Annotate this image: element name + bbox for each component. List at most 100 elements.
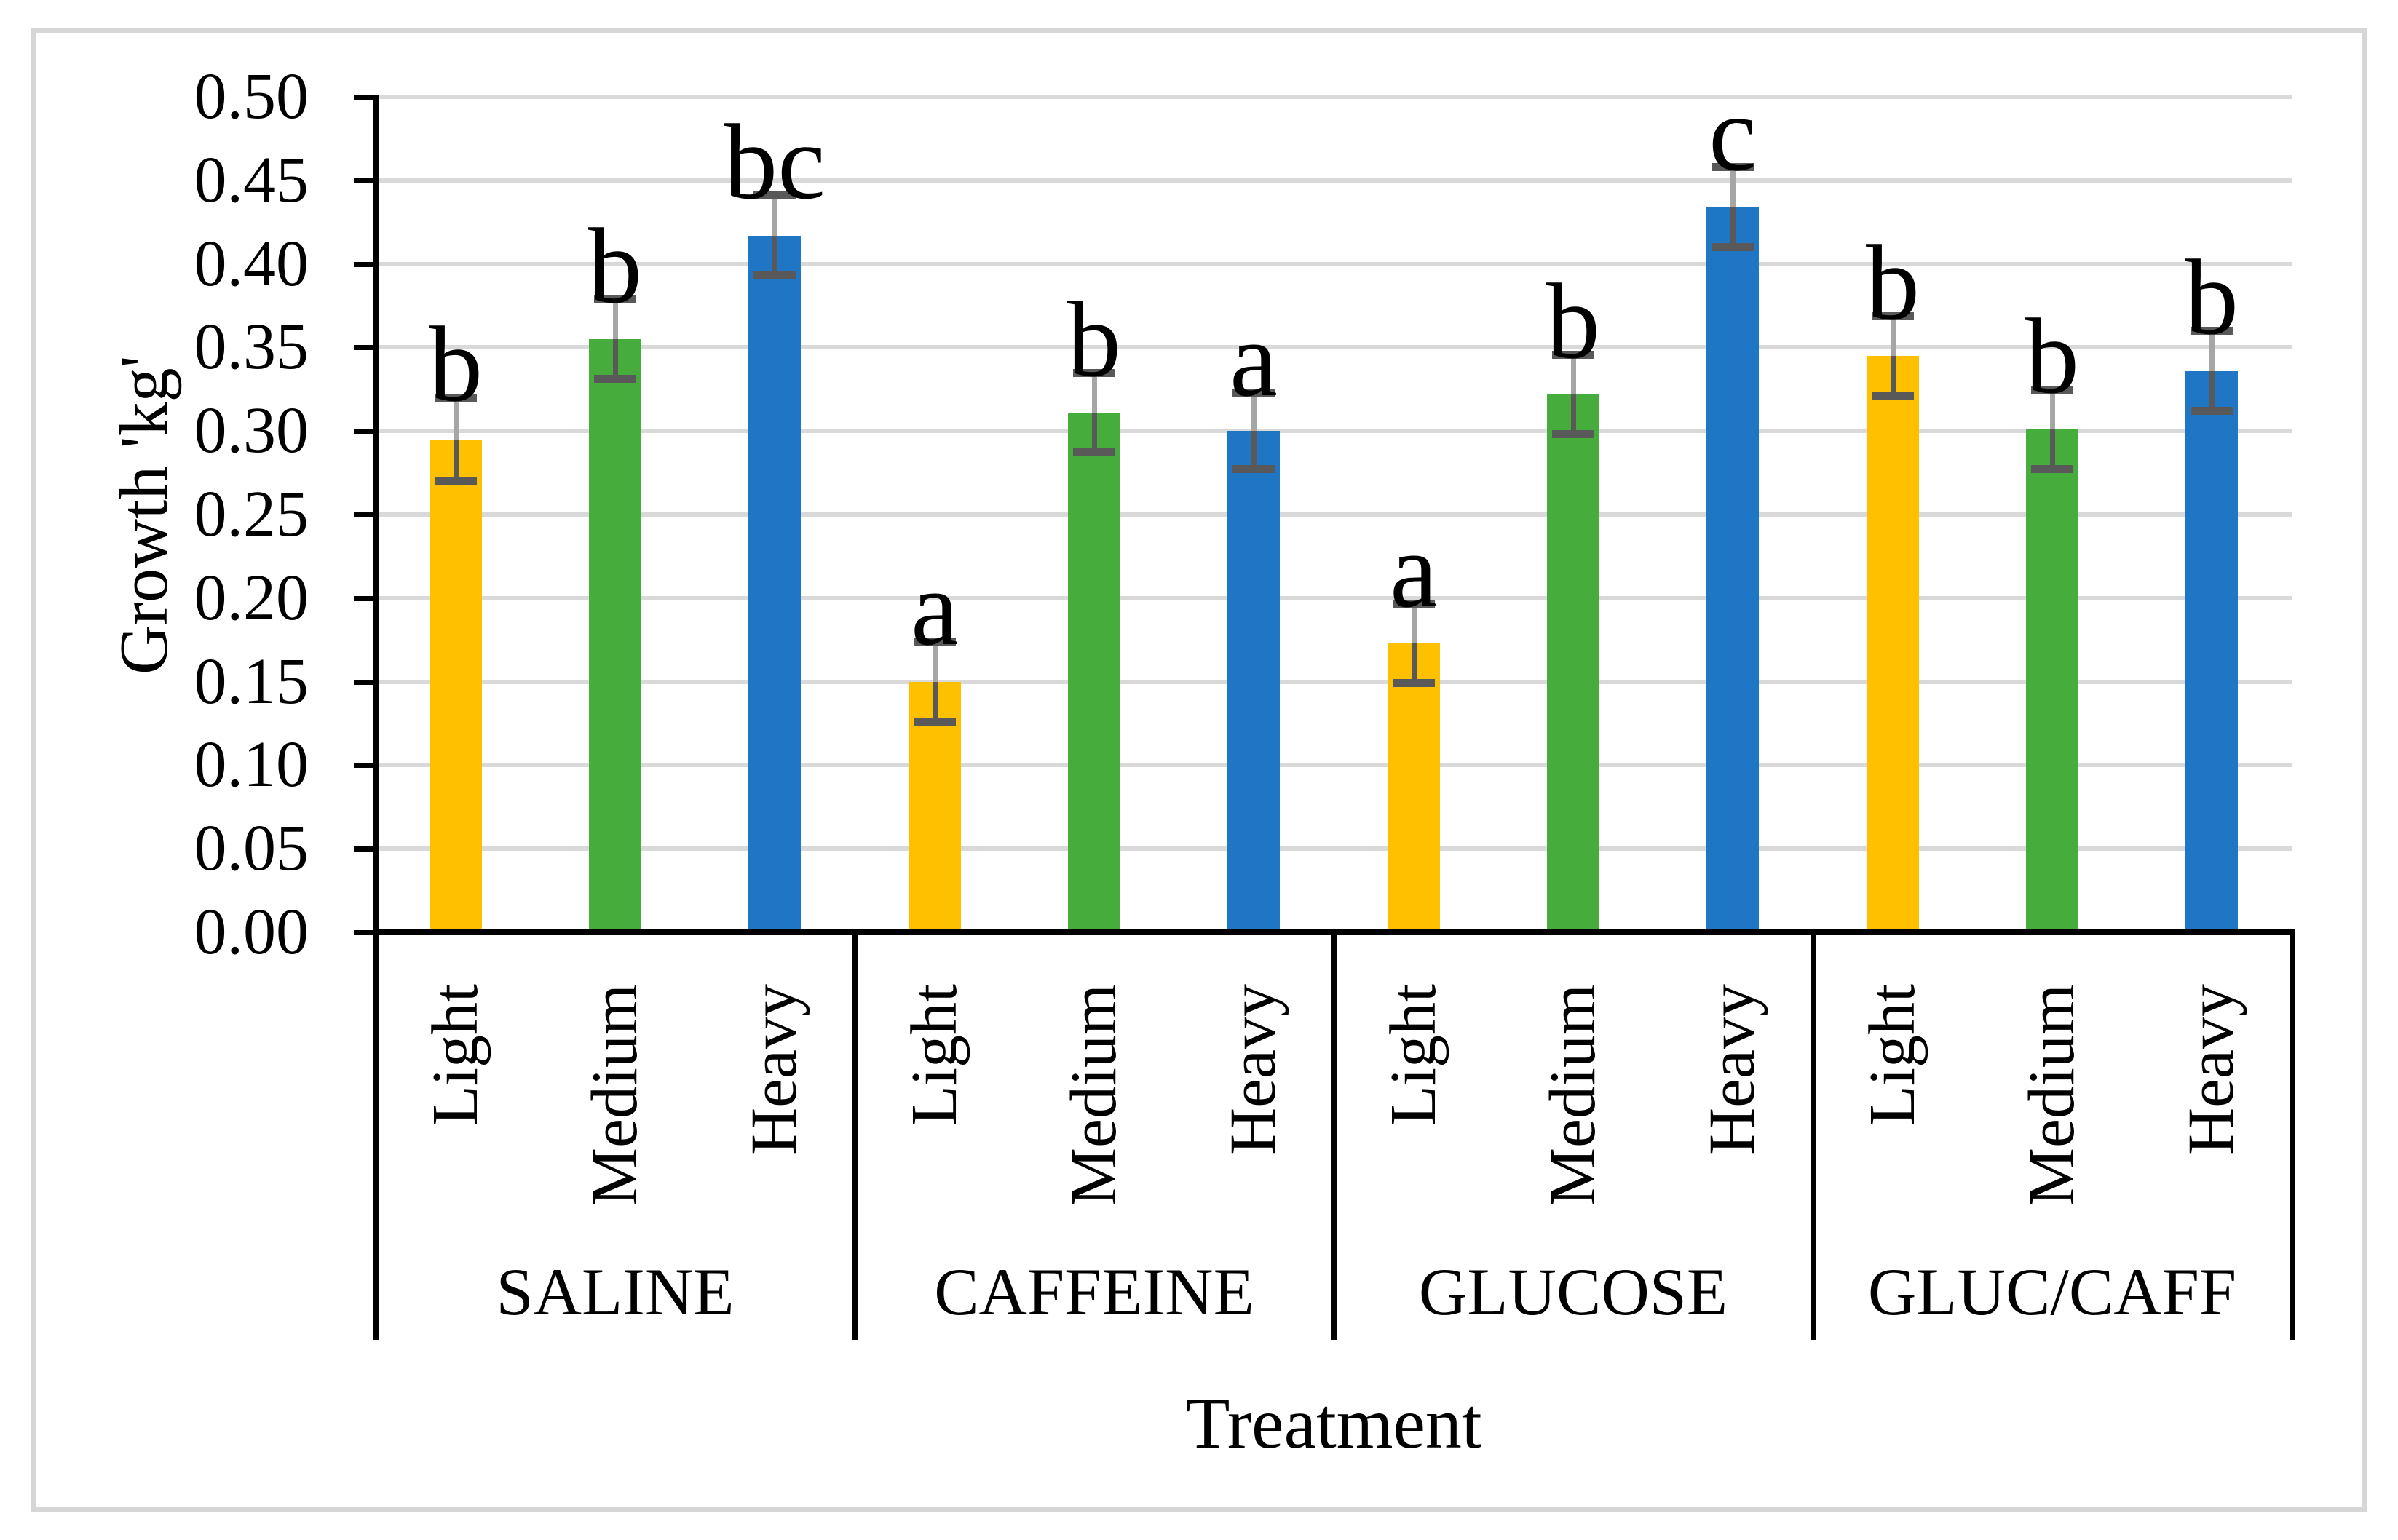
y-axis-tick (354, 512, 376, 517)
y-axis-tick (354, 262, 376, 267)
error-bar-upper-line (772, 195, 777, 236)
bar (589, 339, 641, 929)
group-divider-line (852, 929, 858, 1340)
group-label: GLUCOSE (1418, 1255, 1728, 1329)
group-label: CAFFEINE (934, 1255, 1254, 1329)
error-bar-upper-line (1251, 392, 1257, 431)
y-axis-tick-label: 0.35 (194, 311, 309, 383)
bar (1227, 431, 1280, 929)
error-bar-bottom-cap (753, 271, 796, 279)
error-bar-lower-line (1412, 643, 1417, 683)
significance-letter: a (911, 549, 959, 668)
group-divider-line (1811, 929, 1816, 1340)
error-bar-top-cap (2191, 327, 2233, 335)
error-bar-bottom-cap (594, 375, 636, 383)
error-bar-bottom-cap (1552, 430, 1594, 438)
category-label: Heavy (2175, 984, 2247, 1155)
error-bar-upper-line (2209, 330, 2215, 371)
error-bar-lower-line (1730, 207, 1736, 247)
significance-letter: b (1866, 223, 1920, 343)
error-bar-top-cap (1073, 369, 1115, 377)
error-bar-lower-line (2209, 371, 2215, 411)
y-axis-tick (354, 178, 376, 183)
category-label: Light (419, 984, 491, 1126)
category-label: Light (898, 984, 970, 1126)
significance-letter: b (1067, 280, 1121, 400)
gridline (376, 680, 2292, 684)
significance-letter: a (1390, 511, 1438, 630)
error-bar-top-cap (594, 295, 636, 303)
gridline (376, 429, 2292, 433)
y-axis-tick-label: 0.30 (194, 394, 309, 467)
bar (748, 236, 801, 929)
error-bar-bottom-cap (914, 718, 956, 726)
error-bar-top-cap (914, 638, 956, 646)
group-divider-line (1331, 929, 1337, 1340)
significance-letter: b (588, 207, 642, 326)
error-bar-lower-line (454, 440, 459, 481)
error-bar-bottom-cap (2031, 465, 2073, 473)
significance-letter: b (2185, 238, 2239, 357)
y-axis-title: Growth 'kg' (106, 355, 182, 675)
group-divider-line (2290, 929, 2295, 1340)
category-label: Medium (1058, 984, 1130, 1206)
figure-border (31, 28, 2367, 1512)
gridline (376, 846, 2292, 851)
error-bar-top-cap (435, 394, 477, 402)
error-bar-lower-line (1571, 394, 1576, 434)
significance-letter: b (429, 305, 483, 424)
error-bar-lower-line (2050, 429, 2055, 469)
gridline (376, 262, 2292, 266)
category-label: Medium (579, 984, 651, 1206)
y-axis-tick-label: 0.15 (194, 646, 309, 718)
bar (1068, 413, 1120, 929)
y-axis-tick (354, 680, 376, 685)
y-axis-tick-label: 0.45 (194, 144, 309, 216)
error-bar-upper-line (2050, 389, 2055, 429)
x-axis-title: Treatment (1185, 1383, 1482, 1464)
error-bar-bottom-cap (1712, 243, 1754, 251)
y-axis-tick (354, 429, 376, 434)
error-bar-lower-line (933, 682, 938, 722)
y-axis-tick-label: 0.10 (194, 729, 309, 801)
gridline (376, 512, 2292, 517)
group-divider-line (373, 929, 379, 1340)
y-axis-tick (354, 596, 376, 601)
y-axis-tick-label: 0.25 (194, 478, 309, 550)
significance-letter: a (1230, 300, 1278, 419)
error-bar-upper-line (1730, 167, 1736, 207)
y-axis-tick (354, 846, 376, 852)
category-label: Light (1377, 984, 1449, 1126)
error-bar-upper-line (1092, 373, 1097, 413)
error-bar-lower-line (613, 339, 618, 379)
gridline (376, 596, 2292, 600)
error-bar-top-cap (1872, 312, 1914, 320)
error-bar-bottom-cap (1872, 392, 1914, 400)
bar (1706, 207, 1759, 929)
y-axis-tick-label: 0.00 (194, 896, 309, 968)
error-bar-lower-line (1251, 431, 1257, 469)
category-label: Heavy (1696, 984, 1768, 1155)
bar (2185, 371, 2238, 929)
bar (1867, 356, 1919, 929)
error-bar-bottom-cap (1232, 465, 1275, 473)
significance-letter: b (1546, 262, 1600, 381)
category-label: Heavy (1217, 984, 1289, 1155)
category-label: Light (1856, 984, 1928, 1126)
error-bar-lower-line (1891, 356, 1896, 396)
significance-letter: b (2025, 297, 2079, 416)
error-bar-upper-line (613, 299, 618, 339)
error-bar-upper-line (1571, 354, 1576, 394)
y-axis-tick (354, 95, 376, 100)
y-axis-tick (354, 763, 376, 768)
error-bar-upper-line (1891, 316, 1896, 356)
error-bar-upper-line (454, 397, 459, 440)
significance-letter: c (1709, 74, 1757, 194)
error-bar-lower-line (772, 236, 777, 276)
bar (1547, 394, 1599, 929)
error-bar-bottom-cap (1073, 448, 1115, 456)
error-bar-bottom-cap (435, 477, 477, 485)
error-bar-lower-line (1092, 413, 1097, 453)
error-bar-bottom-cap (1393, 679, 1435, 687)
